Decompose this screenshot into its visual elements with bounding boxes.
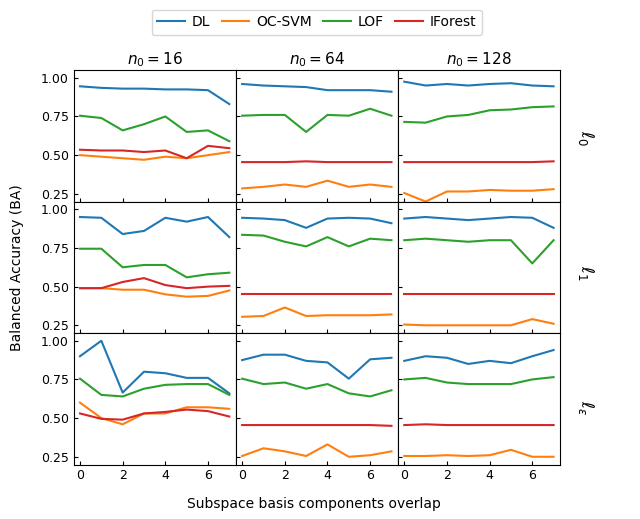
Text: Subspace basis components overlap: Subspace basis components overlap	[187, 497, 440, 511]
Text: $\ell_0$: $\ell_0$	[575, 130, 596, 145]
Title: $n_0 = 16$: $n_0 = 16$	[127, 50, 182, 69]
Legend: DL, OC-SVM, LOF, IForest: DL, OC-SVM, LOF, IForest	[152, 9, 482, 35]
Title: $n_0 = 128$: $n_0 = 128$	[446, 50, 512, 69]
Text: $\ell_\varepsilon$: $\ell_\varepsilon$	[575, 400, 596, 415]
Text: $\ell_1$: $\ell_1$	[575, 265, 596, 280]
Title: $n_0 = 64$: $n_0 = 64$	[289, 50, 345, 69]
Text: Balanced Accuracy (BA): Balanced Accuracy (BA)	[10, 184, 24, 351]
